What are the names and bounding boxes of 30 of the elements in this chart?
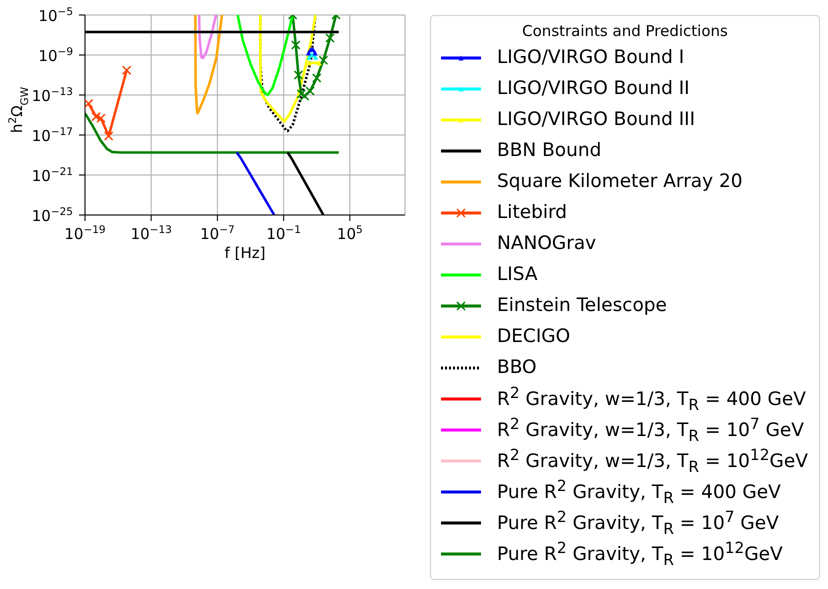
legend-label: LIGO/VIRGO Bound III: [497, 109, 696, 130]
legend-label: Pure R$^{2}$ Gravity, T$_{R}$ = 10$^{7}$ GeV: [497, 508, 779, 538]
legend-label: NANOGrav: [497, 233, 596, 254]
legend-title: Constraints and Predictions: [521, 22, 729, 40]
x-tick-label: 10$^{−7}$: [200, 224, 235, 243]
legend-label: Litebird: [497, 202, 567, 223]
legend-label: BBN Bound: [497, 140, 602, 161]
x-tick-label: 10$^{−19}$: [64, 224, 106, 243]
legend-label: Pure R$^{2}$ Gravity, T$_{R}$ = 400 GeV: [497, 476, 781, 506]
legend-label: R$^{2}$ Gravity, w=1/3, T$_{R}$ = 400 GeV: [497, 384, 806, 414]
y-tick-label: 10$^{−17}$: [32, 126, 73, 145]
legend-label: LIGO/VIRGO Bound I: [497, 47, 684, 68]
legend-label: LISA: [497, 264, 538, 285]
legend-label: Pure R$^{2}$ Gravity, T$_{R}$ = 10$^{12}$GeV: [497, 538, 783, 568]
y-tick-label: 10$^{−25}$: [32, 206, 73, 225]
x-tick-label: 10$^{−1}$: [266, 224, 301, 243]
legend-label: Square Kilometer Array 20: [497, 171, 743, 192]
y-tick-label: 10$^{−13}$: [32, 86, 73, 105]
legend-label: R$^{2}$ Gravity, w=1/3, T$_{R}$ = 10$^{7}$ GeV: [497, 414, 804, 444]
x-tick-label: 10$^{−13}$: [130, 224, 172, 243]
y-tick-label: 10$^{−21}$: [32, 166, 73, 185]
legend-label: DECIGO: [497, 326, 570, 347]
x-axis-title: f [Hz]: [224, 244, 266, 262]
legend-label: Einstein Telescope: [497, 295, 667, 316]
y-tick-label: 10$^{−9}$: [38, 46, 73, 65]
x-tick-label: 10$^{5}$: [336, 224, 363, 243]
legend-label: LIGO/VIRGO Bound II: [497, 78, 690, 99]
y-tick-label: 10$^{−5}$: [38, 6, 73, 25]
legend-label: R$^{2}$ Gravity, w=1/3, T$_{R}$ = 10$^{12}$GeV: [497, 446, 808, 476]
legend-label: BBO: [497, 357, 537, 378]
